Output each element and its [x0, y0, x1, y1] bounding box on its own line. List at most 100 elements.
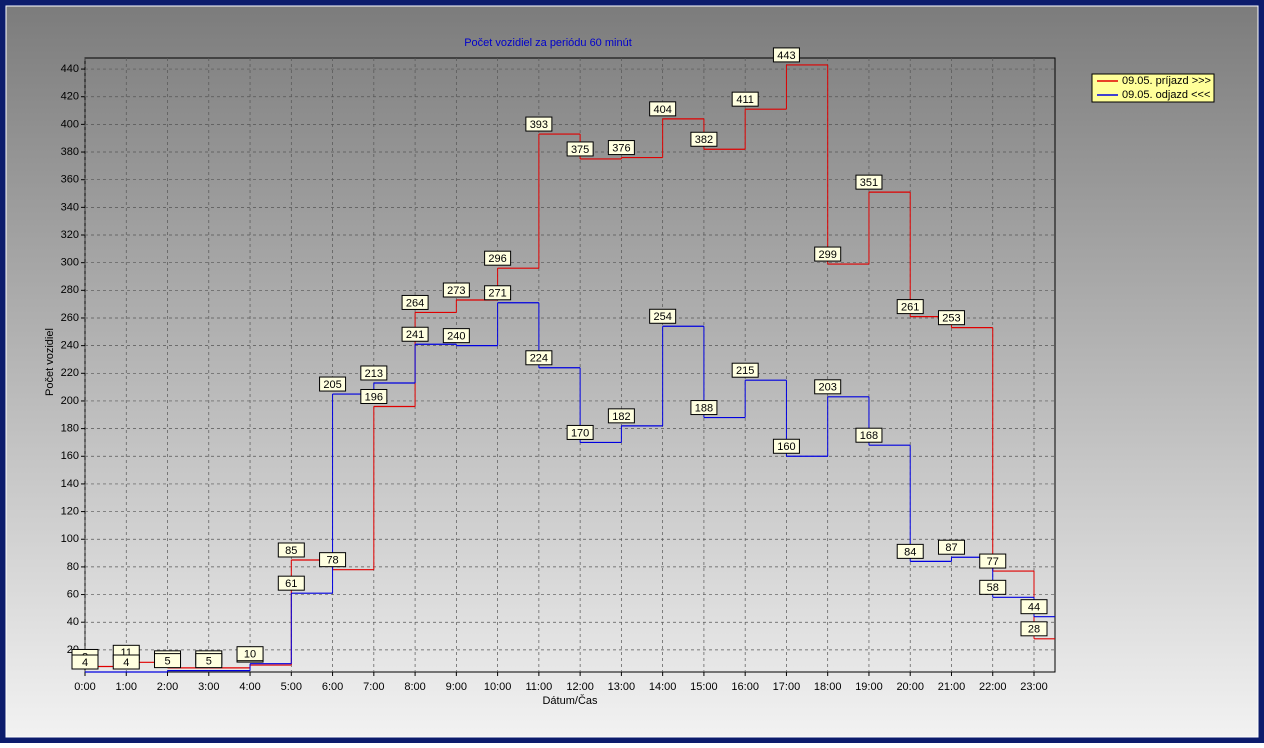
data-label-box [319, 552, 347, 568]
x-tick-label: 11:00 [526, 681, 553, 693]
data-label-box [319, 376, 347, 392]
data-label: 376 [612, 142, 630, 154]
y-tick-label: 120 [61, 505, 79, 517]
data-label-box [71, 654, 99, 670]
data-label-box [566, 141, 594, 157]
data-label: 4 [82, 657, 88, 669]
data-label: 215 [736, 365, 754, 377]
y-tick-label: 420 [61, 91, 79, 103]
x-tick-label: 10:00 [484, 681, 512, 693]
data-label: 411 [736, 94, 754, 106]
x-tick-label: 0:00 [74, 681, 95, 693]
data-label: 240 [447, 331, 465, 343]
data-label-box [896, 543, 924, 559]
data-label-box [649, 101, 677, 117]
data-label: 404 [653, 104, 671, 116]
data-label: 28 [1028, 624, 1040, 636]
y-tick-label: 260 [61, 312, 79, 324]
x-tick-label: 19:00 [855, 681, 883, 693]
data-label: 241 [406, 329, 424, 341]
data-label: 393 [530, 119, 548, 131]
data-label: 196 [365, 391, 383, 403]
data-label: 443 [777, 50, 795, 62]
y-tick-label: 60 [67, 588, 79, 600]
data-label-box [855, 174, 883, 190]
data-label-box [484, 285, 512, 301]
data-label-box [442, 282, 470, 298]
data-label: 5 [206, 656, 212, 668]
data-label: 11 [121, 647, 132, 659]
data-label-box [814, 246, 842, 262]
data-label-box [855, 427, 883, 443]
data-label: 168 [860, 430, 878, 442]
legend [1091, 73, 1215, 103]
x-tick-label: 12:00 [566, 681, 594, 693]
chart-background [5, 5, 1259, 738]
data-label-box [979, 579, 1007, 595]
legend-label: 09.05. odjazd <<< [1122, 89, 1210, 101]
data-label: 273 [447, 285, 465, 297]
y-tick-label: 80 [67, 561, 79, 573]
data-label: 182 [612, 411, 630, 423]
data-label: 261 [901, 302, 919, 314]
data-label: 213 [365, 368, 383, 380]
x-tick-label: 13:00 [608, 681, 636, 693]
data-label-box [649, 308, 677, 324]
data-label: 264 [406, 297, 424, 309]
x-tick-label: 17:00 [773, 681, 801, 693]
data-label-box [607, 408, 635, 424]
data-label: 351 [860, 177, 878, 189]
data-label: 375 [571, 144, 589, 156]
data-label: 296 [488, 253, 506, 265]
x-tick-label: 7:00 [363, 681, 384, 693]
y-tick-label: 240 [61, 340, 79, 352]
data-label: 58 [987, 582, 999, 594]
y-tick-label: 360 [61, 174, 79, 186]
data-label-box [1020, 599, 1048, 615]
x-tick-label: 16:00 [731, 681, 759, 693]
x-tick-label: 20:00 [896, 681, 924, 693]
y-tick-label: 220 [61, 367, 79, 379]
x-tick-label: 5:00 [281, 681, 302, 693]
x-tick-label: 21:00 [938, 681, 966, 693]
y-tick-label: 180 [61, 423, 79, 435]
data-label-box [979, 553, 1007, 569]
data-label: 5 [164, 656, 170, 668]
x-tick-label: 2:00 [157, 681, 178, 693]
y-tick-label: 300 [61, 257, 79, 269]
data-label: 85 [285, 545, 297, 557]
data-label: 78 [326, 555, 338, 567]
data-label-box [154, 653, 182, 669]
data-label: 4 [123, 657, 129, 669]
data-label-box [401, 294, 429, 310]
data-label-box [112, 654, 140, 670]
data-label-box [277, 575, 305, 591]
x-tick-label: 4:00 [239, 681, 260, 693]
data-label: 77 [987, 556, 999, 568]
data-label-box [442, 328, 470, 344]
y-tick-label: 200 [61, 395, 79, 407]
data-label: 10 [244, 649, 256, 661]
data-label-box [401, 326, 429, 342]
y-tick-label: 320 [61, 229, 79, 241]
data-label-box [731, 362, 759, 378]
data-label-box [195, 653, 223, 669]
y-tick-label: 280 [61, 284, 79, 296]
x-tick-label: 14:00 [649, 681, 677, 693]
data-label: 87 [945, 542, 957, 554]
data-label: 203 [819, 382, 837, 394]
x-tick-label: 15:00 [690, 681, 718, 693]
data-label-box [525, 116, 553, 132]
data-label: 271 [488, 288, 506, 300]
y-tick-label: 400 [61, 118, 79, 130]
data-label-box [814, 379, 842, 395]
data-label-box [1020, 621, 1048, 637]
y-tick-label: 140 [61, 478, 79, 490]
x-tick-label: 9:00 [446, 681, 467, 693]
data-label-box [607, 140, 635, 156]
data-label-box [566, 424, 594, 440]
x-tick-label: 1:00 [116, 681, 137, 693]
data-label-box [236, 646, 264, 662]
data-label-box [937, 539, 965, 555]
